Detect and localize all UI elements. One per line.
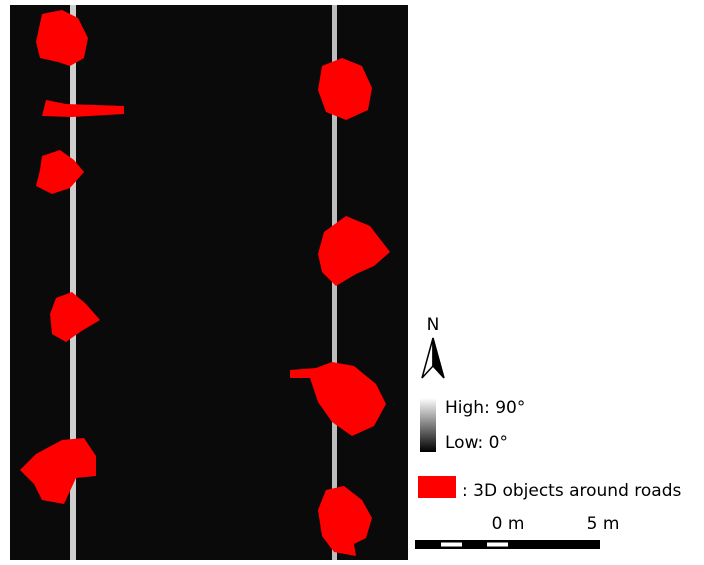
object-label: : 3D objects around roads — [462, 481, 681, 501]
north-arrow — [422, 338, 433, 378]
north-label: N — [427, 315, 440, 335]
north-arrow — [433, 338, 444, 378]
low-label: Low: 0° — [445, 433, 508, 453]
map: N High: 90° Low: 0° : 3D objects around … — [0, 0, 704, 565]
scale-label: 5 m — [587, 514, 620, 534]
scale-label: 0 m — [492, 514, 525, 534]
high-label: High: 90° — [445, 398, 525, 418]
scale-bar-segment — [441, 543, 462, 547]
legend: N High: 90° Low: 0° : 3D objects around … — [418, 315, 681, 501]
object-swatch — [418, 476, 456, 498]
scale-bar-segment — [487, 543, 508, 547]
scale-bar: 0 m 5 m — [415, 514, 619, 549]
gradient-bar — [420, 398, 436, 452]
